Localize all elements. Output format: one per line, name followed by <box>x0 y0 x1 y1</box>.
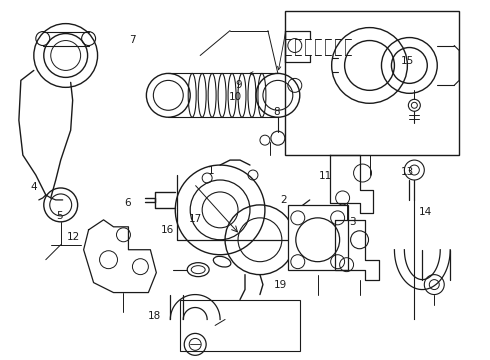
Text: 17: 17 <box>189 215 202 224</box>
Bar <box>180 300 300 351</box>
Text: 11: 11 <box>319 171 332 181</box>
Bar <box>288 205 347 270</box>
Text: 14: 14 <box>419 207 432 217</box>
Text: 10: 10 <box>229 92 242 102</box>
Text: 5: 5 <box>56 211 63 221</box>
Text: 3: 3 <box>349 217 356 227</box>
Text: 4: 4 <box>31 182 37 192</box>
Text: 9: 9 <box>236 80 243 90</box>
Text: 16: 16 <box>161 225 174 235</box>
Text: 12: 12 <box>67 232 80 242</box>
Text: 1: 1 <box>208 166 214 176</box>
Text: 15: 15 <box>400 56 414 66</box>
Text: 7: 7 <box>129 35 136 45</box>
Text: 13: 13 <box>400 167 414 177</box>
Text: 18: 18 <box>148 311 161 321</box>
Text: 19: 19 <box>273 280 287 290</box>
Text: 2: 2 <box>281 195 287 205</box>
Bar <box>285 11 459 155</box>
Text: 6: 6 <box>124 198 131 208</box>
Text: 8: 8 <box>273 107 280 117</box>
